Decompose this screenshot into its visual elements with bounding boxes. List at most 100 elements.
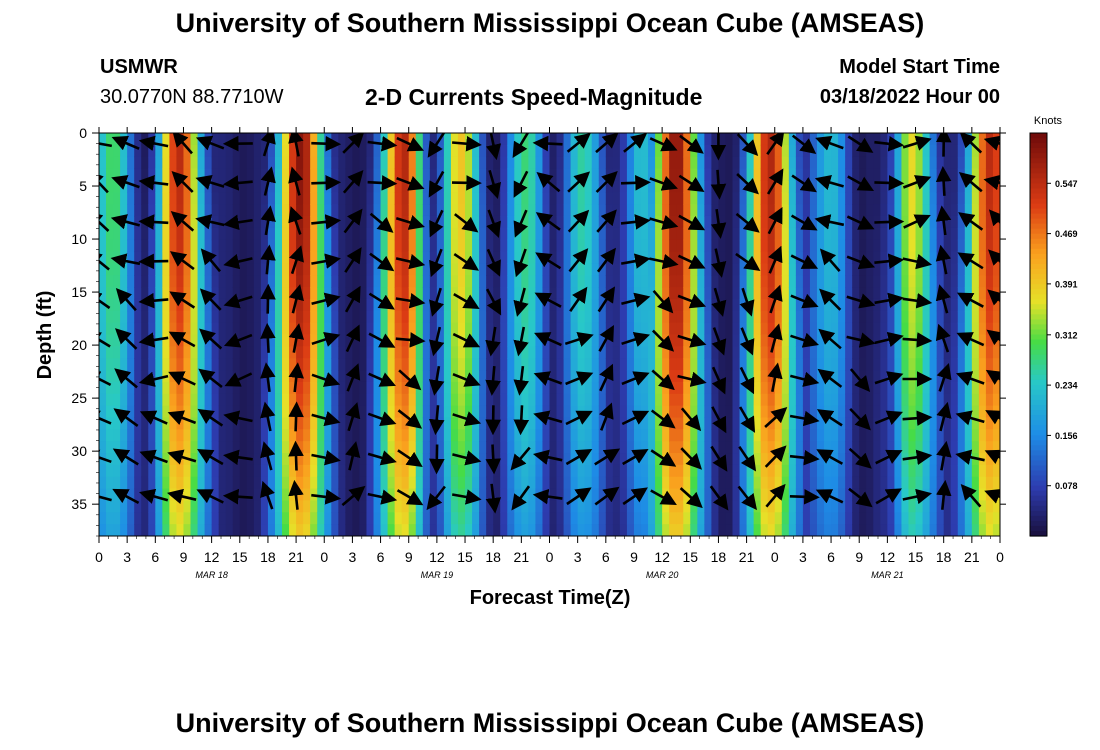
current-vector-arrow <box>453 292 480 310</box>
heatmap-cell <box>514 239 522 253</box>
heatmap-cell <box>457 180 466 193</box>
heatmap-cell <box>324 358 332 371</box>
heatmap-cell <box>429 204 438 217</box>
heatmap-cell <box>760 381 769 395</box>
heatmap-cell <box>176 358 185 371</box>
heatmap-cell <box>127 144 135 158</box>
heatmap-cell <box>732 464 741 478</box>
heatmap-cell <box>880 298 888 312</box>
heatmap-cell <box>141 346 149 359</box>
heatmap-cell <box>774 429 783 442</box>
heatmap-cell <box>394 287 403 300</box>
heatmap-cell <box>838 370 846 383</box>
heatmap-cell <box>880 524 888 536</box>
heatmap-cell <box>788 180 797 193</box>
heatmap-cell <box>190 370 199 383</box>
current-vector-arrow <box>815 489 844 504</box>
heatmap-cell <box>479 144 487 158</box>
heatmap-cell <box>289 227 297 241</box>
heatmap-cell <box>788 239 797 253</box>
heatmap-cell <box>732 488 741 502</box>
heatmap-cell <box>648 500 656 513</box>
heatmap-cell <box>866 275 874 288</box>
heatmap-cell <box>929 263 938 276</box>
heatmap-cell <box>500 476 508 490</box>
heatmap-cell <box>443 370 452 383</box>
heatmap-cell <box>831 476 839 490</box>
heatmap-cell <box>352 417 361 430</box>
heatmap-cell <box>134 263 142 276</box>
heatmap-cell <box>331 298 339 312</box>
heatmap-cell <box>943 215 952 229</box>
heatmap-cell <box>401 263 410 276</box>
heatmap-cell <box>725 334 734 347</box>
heatmap-cell <box>760 334 769 347</box>
heatmap-cell <box>641 239 649 253</box>
current-vector-arrow <box>345 324 361 353</box>
heatmap-cell <box>725 441 734 454</box>
heatmap-cell <box>155 251 163 264</box>
heatmap-cell <box>528 204 537 217</box>
heatmap-cell <box>183 441 192 454</box>
heatmap-cell <box>521 393 529 407</box>
heatmap-cell <box>493 239 501 253</box>
heatmap-cell <box>894 524 903 536</box>
heatmap-cell <box>99 358 107 371</box>
heatmap-cell <box>197 524 206 536</box>
heatmap-cell <box>908 192 917 205</box>
heatmap-cell <box>415 133 424 146</box>
heatmap-cell <box>204 441 213 454</box>
heatmap-cell <box>866 144 874 158</box>
current-vector-arrow <box>138 332 169 348</box>
heatmap-cell <box>683 239 691 253</box>
heatmap-cell <box>253 239 262 253</box>
current-vector-arrow <box>535 212 561 231</box>
heatmap-cell <box>225 310 234 324</box>
heatmap-cell <box>380 358 389 371</box>
current-vector-arrow <box>679 134 704 154</box>
heatmap-cell <box>155 227 163 241</box>
heatmap-cell <box>922 204 931 217</box>
heatmap-cell <box>387 393 396 407</box>
heatmap-cell <box>521 263 529 276</box>
heatmap-cell <box>943 393 952 407</box>
heatmap-cell <box>394 310 403 324</box>
heatmap-cell <box>317 287 325 300</box>
heatmap-cell <box>436 393 445 407</box>
heatmap-cell <box>929 500 938 513</box>
heatmap-cell <box>838 287 846 300</box>
heatmap-cell <box>436 227 445 241</box>
heatmap-cell <box>303 381 311 395</box>
heatmap-cell <box>113 524 121 536</box>
heatmap-cell <box>387 346 396 359</box>
heatmap-cell <box>802 358 811 371</box>
heatmap-cell <box>669 334 677 347</box>
heatmap-cell <box>317 298 325 312</box>
heatmap-cell <box>873 239 881 253</box>
heatmap-cell <box>816 180 825 193</box>
heatmap-cell <box>99 381 107 395</box>
heatmap-cell <box>922 156 931 170</box>
heatmap-cell <box>134 429 142 442</box>
heatmap-cell <box>162 524 170 536</box>
heatmap-cell <box>802 192 811 205</box>
heatmap-cell <box>901 346 910 359</box>
heatmap-cell <box>985 358 994 371</box>
heatmap-cell <box>338 441 346 454</box>
heatmap-cell <box>598 512 607 525</box>
heatmap-cell <box>472 512 480 525</box>
heatmap-cell <box>310 204 318 217</box>
heatmap-cell <box>141 287 149 300</box>
current-vector-arrow <box>453 253 480 271</box>
heatmap-cell <box>387 358 396 371</box>
current-vector-arrow <box>139 449 168 465</box>
heatmap-cell <box>225 192 234 205</box>
heatmap-cell <box>106 298 114 312</box>
heatmap-cell <box>338 275 346 288</box>
heatmap-cell <box>704 168 712 182</box>
heatmap-cell <box>901 476 910 490</box>
heatmap-cell <box>422 524 431 536</box>
heatmap-cell <box>971 239 980 253</box>
heatmap-cell <box>260 453 269 466</box>
heatmap-cell <box>303 358 311 371</box>
